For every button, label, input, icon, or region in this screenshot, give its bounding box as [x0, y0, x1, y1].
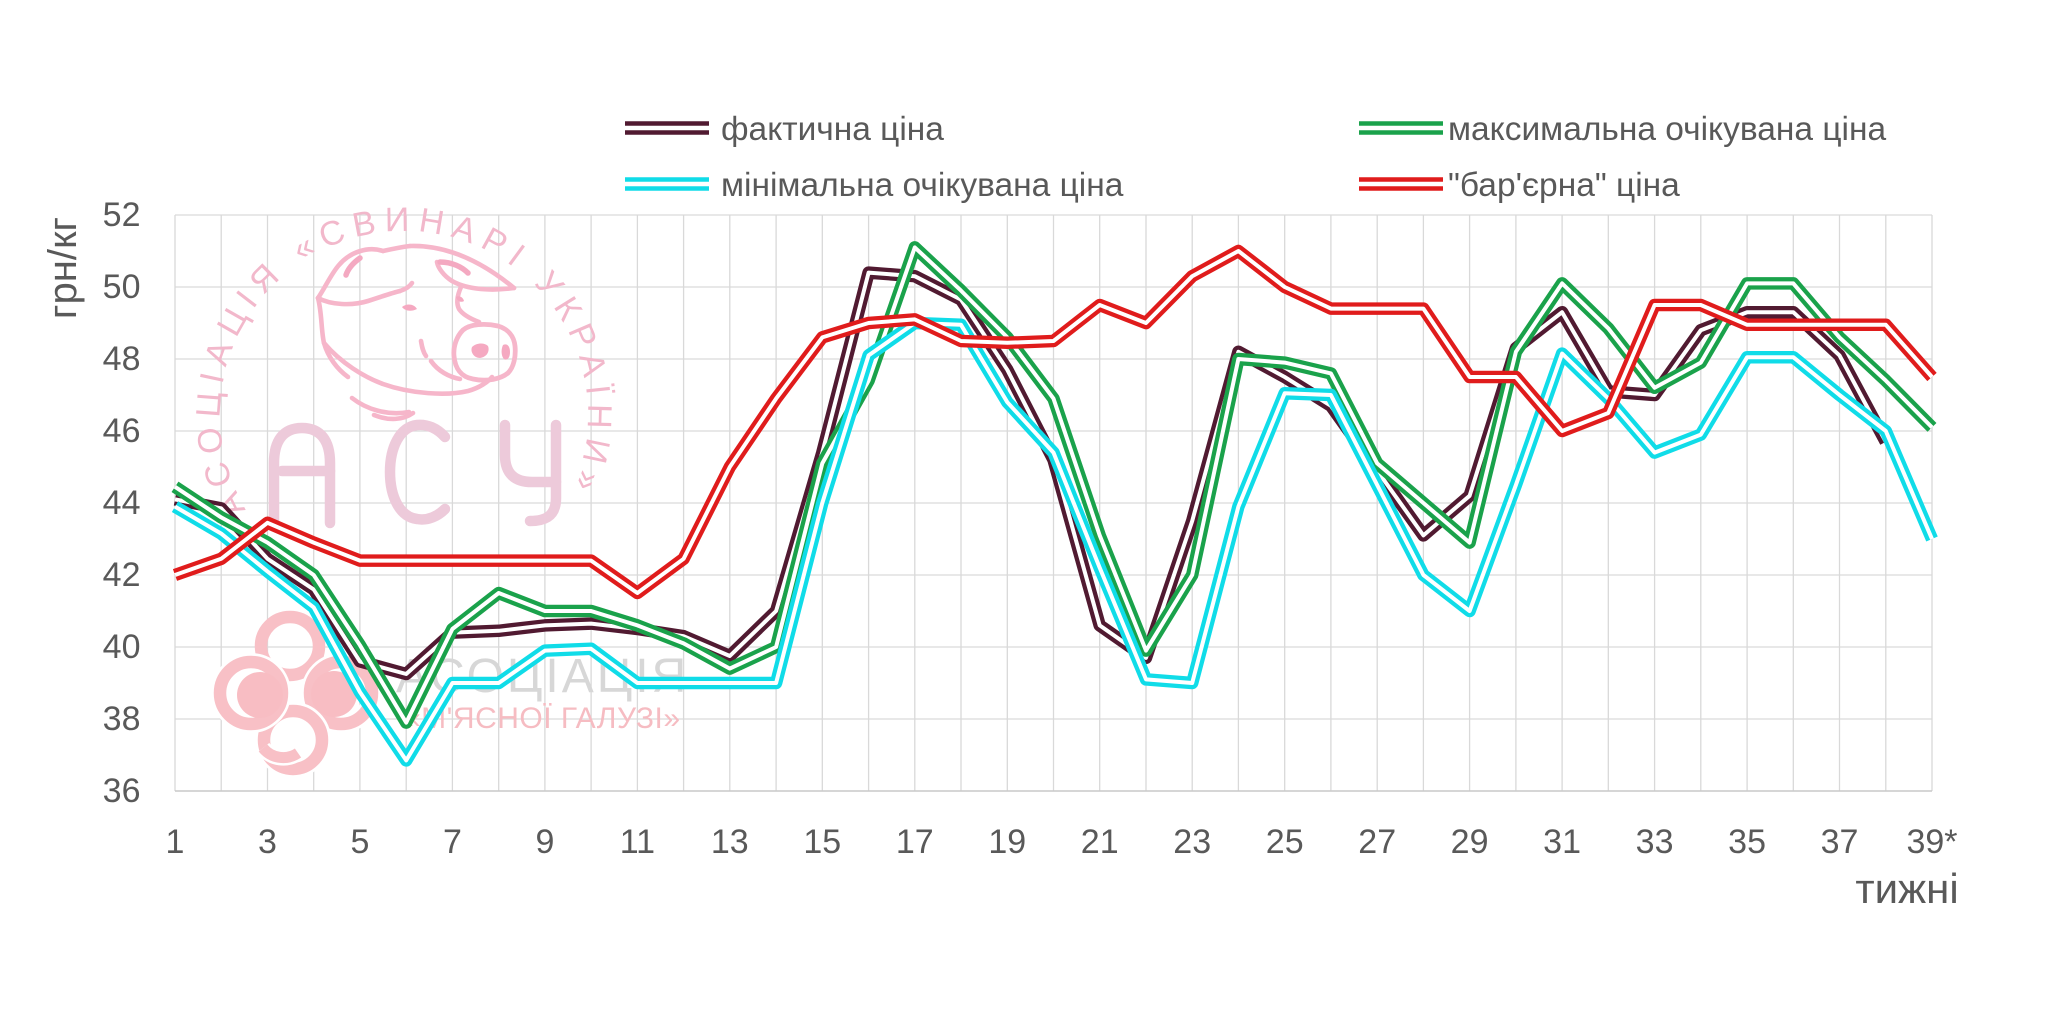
- svg-text:"бар'єрна" ціна: "бар'єрна" ціна: [1448, 167, 1680, 204]
- svg-text:5: 5: [350, 823, 369, 861]
- svg-text:36: 36: [103, 772, 141, 810]
- svg-text:23: 23: [1173, 823, 1211, 861]
- svg-text:37: 37: [1821, 823, 1859, 861]
- svg-text:27: 27: [1358, 823, 1396, 861]
- svg-text:39*: 39*: [1906, 823, 1957, 861]
- svg-text:19: 19: [988, 823, 1026, 861]
- svg-text:42: 42: [103, 556, 141, 594]
- svg-text:7: 7: [443, 823, 462, 861]
- svg-text:максимальна очікувана ціна: максимальна очікувана ціна: [1448, 111, 1886, 148]
- svg-text:50: 50: [103, 268, 141, 306]
- svg-text:46: 46: [103, 412, 141, 450]
- svg-text:29: 29: [1451, 823, 1489, 861]
- svg-text:25: 25: [1266, 823, 1304, 861]
- svg-text:48: 48: [103, 340, 141, 378]
- svg-text:35: 35: [1728, 823, 1766, 861]
- svg-text:фактична ціна: фактична ціна: [721, 111, 944, 148]
- svg-text:грн/кг: грн/кг: [41, 217, 85, 319]
- svg-text:40: 40: [103, 628, 141, 666]
- svg-text:мінімальна очікувана ціна: мінімальна очікувана ціна: [721, 167, 1124, 204]
- svg-text:1: 1: [166, 823, 185, 861]
- svg-text:31: 31: [1543, 823, 1581, 861]
- svg-text:«М'ЯСНОЇ ГАЛУЗІ»: «М'ЯСНОЇ ГАЛУЗІ»: [404, 702, 681, 735]
- svg-text:тижні: тижні: [1855, 865, 1958, 912]
- svg-text:11: 11: [620, 823, 655, 861]
- svg-text:3: 3: [258, 823, 277, 861]
- svg-text:38: 38: [103, 700, 141, 738]
- svg-text:33: 33: [1636, 823, 1674, 861]
- svg-text:21: 21: [1081, 823, 1119, 861]
- svg-text:13: 13: [711, 823, 749, 861]
- svg-text:44: 44: [103, 484, 141, 522]
- svg-text:17: 17: [896, 823, 934, 861]
- svg-text:9: 9: [535, 823, 554, 861]
- svg-text:15: 15: [803, 823, 841, 861]
- svg-text:52: 52: [103, 196, 141, 234]
